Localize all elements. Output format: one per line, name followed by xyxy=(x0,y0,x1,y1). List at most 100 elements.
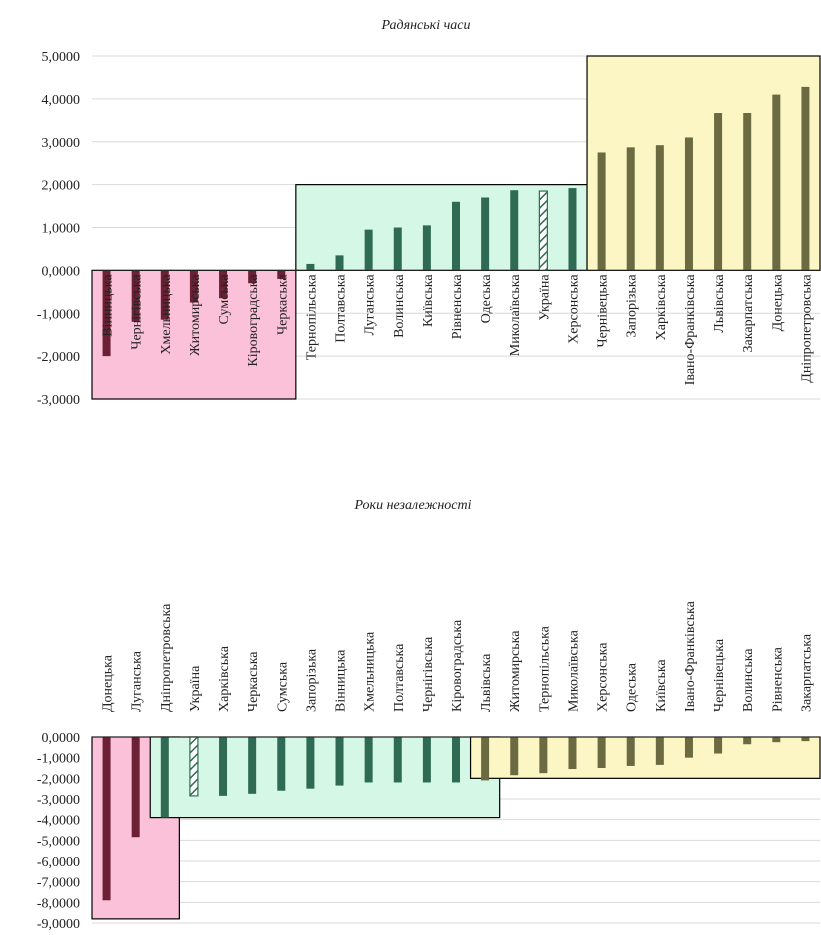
category-label: Луганська xyxy=(130,650,145,712)
category-label: Волинська xyxy=(392,274,407,338)
y-tick-label: 3,0000 xyxy=(42,136,81,151)
bar xyxy=(772,737,781,743)
y-tick-label: -2,0000 xyxy=(37,350,80,365)
bar xyxy=(714,737,723,754)
category-label: Хмельницька xyxy=(159,274,174,355)
bar xyxy=(452,737,460,783)
category-label: Івано-Франківська xyxy=(683,274,698,386)
bar xyxy=(219,270,228,299)
category-label: Тернопільська xyxy=(304,274,319,361)
category-label: Кіровоградська xyxy=(450,619,465,712)
category-label: Кіровоградська xyxy=(246,274,261,367)
bar xyxy=(277,270,286,279)
category-label: Дніпропетровська xyxy=(799,274,814,383)
category-label: Сумська xyxy=(275,661,290,712)
y-tick-label: 5,0000 xyxy=(42,50,81,65)
category-label: Україна xyxy=(537,274,552,321)
category-label: Львівська xyxy=(479,653,494,712)
bar xyxy=(160,737,169,818)
category-label: Київська xyxy=(654,659,669,712)
bar xyxy=(743,737,752,745)
category-label: Одеська xyxy=(479,274,494,324)
bar xyxy=(568,188,577,271)
bar xyxy=(743,113,752,271)
category-label: Херсонська xyxy=(566,274,581,344)
category-label: Харківська xyxy=(654,274,669,341)
category-label: Черкаська xyxy=(246,651,261,712)
bar xyxy=(801,86,810,271)
bar xyxy=(568,737,577,770)
category-label: Чернігівська xyxy=(130,274,145,350)
category-label: Миколаївська xyxy=(566,629,581,712)
bar xyxy=(684,137,693,271)
group-box-2 xyxy=(149,736,501,819)
y-tick-label: 2,0000 xyxy=(42,179,81,194)
bar xyxy=(335,737,344,786)
bar xyxy=(102,270,111,357)
bar xyxy=(306,737,315,789)
y-tick-label: -1,0000 xyxy=(37,307,80,322)
category-label: Полтавська xyxy=(392,643,407,712)
bar xyxy=(277,737,286,791)
y-tick-label: -3,0000 xyxy=(37,393,80,408)
chart-title: Радянські часи xyxy=(381,18,471,33)
bar xyxy=(626,147,635,271)
category-label: Запорізька xyxy=(625,274,640,338)
bar xyxy=(510,737,519,776)
category-label: Одеська xyxy=(625,662,640,712)
bar xyxy=(131,737,140,838)
bar xyxy=(539,737,548,774)
y-tick-label: 4,0000 xyxy=(42,93,81,108)
category-label: Чернівецька xyxy=(712,638,727,712)
bar xyxy=(714,113,723,271)
bar-ukraine xyxy=(538,190,548,271)
category-label: Хмельницька xyxy=(363,631,378,712)
bar xyxy=(219,737,228,796)
category-label: Житомирська xyxy=(508,630,523,712)
bar xyxy=(160,270,169,320)
category-label: Рівненська xyxy=(770,646,785,712)
bar xyxy=(393,227,402,271)
bar xyxy=(772,94,781,271)
category-label: Полтавська xyxy=(334,274,349,343)
bar-ukraine xyxy=(189,736,199,797)
category-label: Житомирська xyxy=(188,274,203,356)
y-tick-label: -5,0000 xyxy=(37,834,80,849)
category-label: Миколаївська xyxy=(508,274,523,357)
bar xyxy=(452,201,460,271)
y-tick-label: -2,0000 xyxy=(37,772,80,787)
group-box-3 xyxy=(586,55,821,271)
bar xyxy=(481,197,490,271)
independence-years-chart: Роки незалежності 0,0000 -1,0000 -2,0000 -3… xyxy=(37,498,821,932)
bar xyxy=(626,737,635,766)
category-label: Закарпатська xyxy=(799,633,814,712)
bar xyxy=(393,737,402,783)
y-tick-label: -1,0000 xyxy=(37,752,80,767)
category-label: Івано-Франківська xyxy=(683,600,698,712)
category-label: Тернопільська xyxy=(537,625,552,712)
y-tick-label: 0,0000 xyxy=(42,264,81,279)
bar xyxy=(306,263,315,271)
category-label: Київська xyxy=(421,274,436,327)
category-label: Луганська xyxy=(363,274,378,336)
bar xyxy=(655,145,664,271)
bar xyxy=(335,255,344,271)
bar xyxy=(655,737,664,765)
bar xyxy=(422,737,431,783)
soviet-era-chart: Радянські часи 5,0000 4,0000 3,0000 2,0000 1… xyxy=(37,18,821,408)
y-tick-label: -6,0000 xyxy=(37,855,80,870)
y-tick-label: -3,0000 xyxy=(37,793,80,808)
bar xyxy=(510,190,519,271)
bar xyxy=(102,737,111,901)
bar xyxy=(364,229,373,271)
category-label: Україна xyxy=(188,665,203,712)
bar xyxy=(597,152,606,271)
bar xyxy=(248,270,257,284)
bar xyxy=(684,737,693,758)
bar xyxy=(801,737,810,742)
chart-title: Роки незалежності xyxy=(353,498,471,513)
y-tick-label: -4,0000 xyxy=(37,814,80,829)
y-tick-label: 1,0000 xyxy=(42,222,81,237)
category-label: Рівненська xyxy=(450,274,465,340)
